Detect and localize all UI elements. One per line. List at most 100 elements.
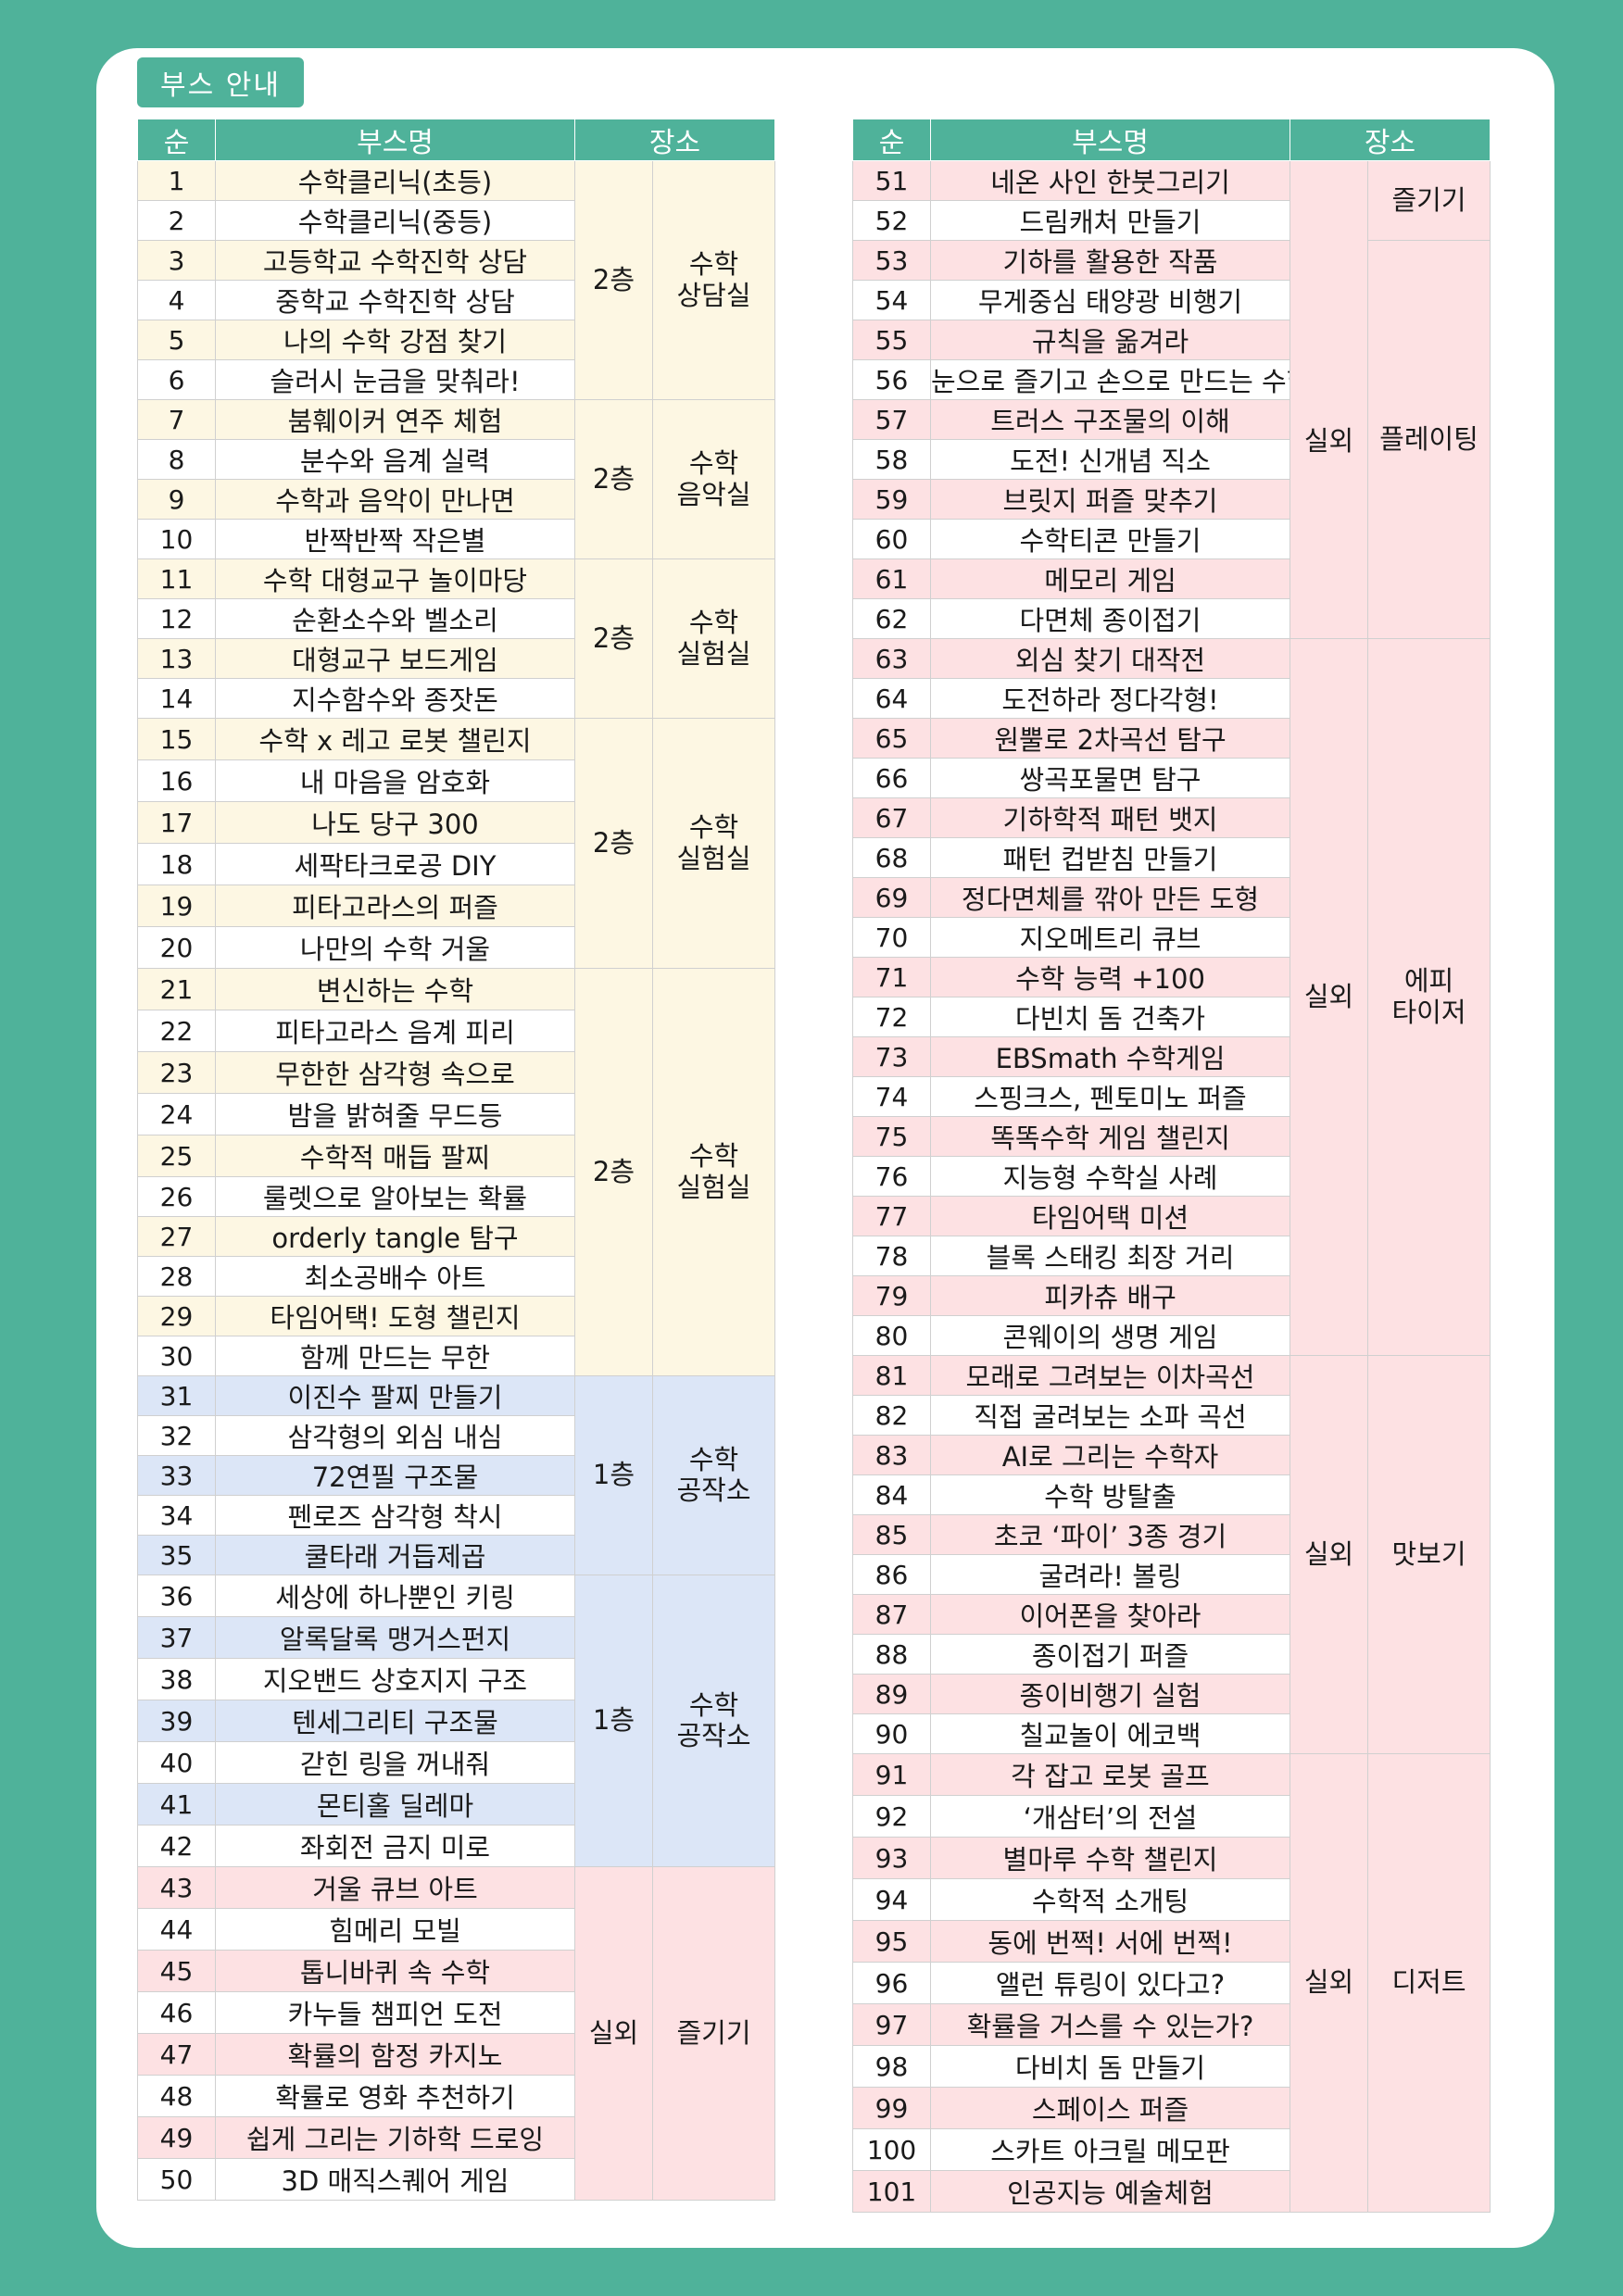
booth-number: 101	[852, 2170, 931, 2213]
table-row: 84 수학 방탈출	[852, 1474, 1491, 1515]
booth-number: 40	[137, 1741, 216, 1784]
booth-name: 무게중심 태양광 비행기	[930, 280, 1290, 320]
booth-number: 33	[137, 1455, 216, 1496]
booth-name: 타임어택 미션	[930, 1196, 1290, 1236]
booth-name: 네온 사인 한붓그리기	[930, 160, 1290, 201]
location-place: 즐기기	[1366, 160, 1491, 241]
booth-name: 쌍곡포물면 탐구	[930, 758, 1290, 798]
booth-number: 78	[852, 1236, 931, 1276]
booth-number: 95	[852, 1920, 931, 1963]
booth-name: 순환소수와 벨소리	[215, 598, 575, 639]
table-row: 85 초코 ‘파이’ 3종 경기	[852, 1514, 1491, 1555]
booth-name: 규칙을 옮겨라	[930, 320, 1290, 360]
table-row: 25 수학적 매듭 팔찌	[137, 1135, 775, 1177]
booth-name: AI로 그리는 수학자	[930, 1435, 1290, 1475]
booth-number: 57	[852, 399, 931, 440]
booth-name: 지능형 수학실 사례	[930, 1156, 1290, 1197]
booth-number: 83	[852, 1435, 931, 1475]
table-body: 1 수학클리닉(초등) 2층 수학 상담실 2 수학클리닉(중등) 3 고등학교 수학진학 상담…	[137, 160, 776, 2201]
table-row: 53 기하를 활용한 작품 플레이팅	[852, 240, 1491, 639]
table-row: 57 트러스 구조물의 이해	[852, 399, 1491, 440]
booth-name: 반짝반짝 작은별	[215, 519, 575, 559]
table-row: 42 좌회전 금지 미로	[137, 1825, 775, 1867]
booth-name: 확률로 영화 추천하기	[215, 2075, 575, 2117]
booth-number: 89	[852, 1674, 931, 1714]
table-row: 44 힘메리 모빌	[137, 1908, 775, 1951]
table-row: 88 종이접기 퍼즐	[852, 1634, 1491, 1675]
table-row: 38 지오밴드 상호지지 구조	[137, 1658, 775, 1700]
booth-number: 39	[137, 1700, 216, 1742]
booth-number: 61	[852, 558, 931, 599]
booth-number: 35	[137, 1535, 216, 1575]
booth-name: 수학 방탈출	[930, 1474, 1290, 1515]
booth-number: 42	[137, 1825, 216, 1867]
booth-name: 수학 x 레고 로봇 챌린지	[215, 718, 575, 760]
booth-number: 52	[852, 200, 931, 241]
booth-number: 32	[137, 1415, 216, 1456]
booth-number: 56	[852, 359, 931, 400]
booth-name: 모래로 그려보는 이차곡선	[930, 1355, 1290, 1396]
booth-name: 쉽게 그리는 기하학 드로잉	[215, 2116, 575, 2159]
booth-number: 36	[137, 1575, 216, 1617]
booth-name: 굴려라! 볼링	[930, 1554, 1290, 1595]
table-row: 83 AI로 그리는 수학자	[852, 1435, 1491, 1475]
location-place: 수학 음악실	[651, 399, 776, 559]
table-row: 101 인공지능 예술체험	[852, 2170, 1491, 2213]
booth-number: 49	[137, 2116, 216, 2159]
booth-number: 43	[137, 1866, 216, 1909]
booth-number: 26	[137, 1176, 216, 1217]
booth-number: 97	[852, 2003, 931, 2046]
table-row: 24 밤을 밝혀줄 무드등	[137, 1093, 775, 1135]
booth-name: 드림캐처 만들기	[930, 200, 1290, 241]
table-row: 23 무한한 삼각형 속으로	[137, 1051, 775, 1094]
table-row: 99 스페이스 퍼즐	[852, 2087, 1491, 2129]
table-row: 48 확률로 영화 추천하기	[137, 2075, 775, 2117]
header-location: 장소	[573, 119, 776, 161]
location-floor: 2층	[574, 160, 653, 400]
table-row: 86 굴려라! 볼링	[852, 1554, 1491, 1595]
table-row: 17 나도 당구 300	[137, 801, 775, 844]
table-row: 22 피타고라스 음계 피리	[137, 1010, 775, 1052]
booth-name: 다빈치 돔 건축가	[930, 997, 1290, 1037]
booth-number: 70	[852, 917, 931, 958]
table-row: 8 분수와 음계 실력	[137, 439, 775, 480]
booth-number: 71	[852, 957, 931, 997]
booth-number: 81	[852, 1355, 931, 1396]
table-row: 94 수학적 소개팅	[852, 1878, 1491, 1921]
booth-name: 수학클리닉(중등)	[215, 200, 575, 241]
booth-number: 79	[852, 1275, 931, 1316]
booth-name: 변신하는 수학	[215, 968, 575, 1010]
location-place: 즐기기	[651, 1866, 776, 2201]
booth-number: 99	[852, 2087, 931, 2129]
booth-number: 24	[137, 1093, 216, 1135]
booth-name: 중학교 수학진학 상담	[215, 280, 575, 320]
table-row: 15 수학 x 레고 로봇 챌린지 2층 수학 실험실	[137, 718, 776, 969]
booth-name: 패턴 컵받침 만들기	[930, 837, 1290, 878]
booth-number: 64	[852, 678, 931, 719]
table-row: 30 함께 만드는 무한	[137, 1336, 775, 1376]
table-row: 54 무게중심 태양광 비행기	[852, 280, 1491, 320]
booth-name: 좌회전 금지 미로	[215, 1825, 575, 1867]
booth-name: 고등학교 수학진학 상담	[215, 240, 575, 281]
table-row: 70 지오메트리 큐브	[852, 917, 1491, 958]
booth-number: 19	[137, 885, 216, 927]
table-row: 96 앨런 튜링이 있다고?	[852, 1962, 1491, 2004]
table-row: 28 최소공배수 아트	[137, 1256, 775, 1297]
booth-number: 92	[852, 1795, 931, 1838]
booth-name: 슬러시 눈금을 맞춰라!	[215, 359, 575, 400]
booth-name: orderly tangle 탐구	[215, 1216, 575, 1257]
location-place: 디저트	[1366, 1753, 1491, 2213]
booth-name: 수학 능력 +100	[930, 957, 1290, 997]
location-place: 에피 타이저	[1366, 638, 1491, 1356]
location-floor: 실외	[1290, 160, 1368, 639]
booth-name: 종이비행기 실험	[930, 1674, 1290, 1714]
booth-name: 무한한 삼각형 속으로	[215, 1051, 575, 1094]
booth-number: 29	[137, 1296, 216, 1336]
booth-number: 84	[852, 1474, 931, 1515]
booth-number: 59	[852, 479, 931, 520]
booth-name: 피타고라스의 퍼즐	[215, 885, 575, 927]
table-row: 43 거울 큐브 아트 실외 즐기기	[137, 1866, 776, 2201]
table-row: 80 콘웨이의 생명 게임	[852, 1315, 1491, 1356]
table-row: 68 패턴 컵받침 만들기	[852, 837, 1491, 878]
booth-number: 54	[852, 280, 931, 320]
